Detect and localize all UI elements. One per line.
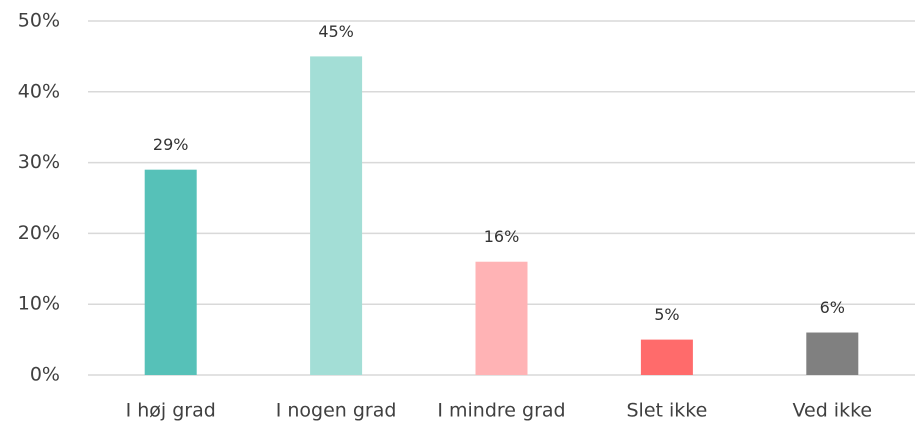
y-tick-label: 0% <box>30 364 60 386</box>
bar <box>806 332 859 375</box>
y-tick-label: 50% <box>18 10 60 32</box>
bar <box>144 169 197 375</box>
data-label: 45% <box>318 22 354 41</box>
bar <box>310 56 363 376</box>
data-label: 5% <box>654 305 679 324</box>
bar <box>475 261 528 375</box>
x-tick-label: I nogen grad <box>276 400 397 422</box>
y-tick-label: 10% <box>18 293 60 315</box>
x-tick-label: Ved ikke <box>792 400 872 422</box>
data-label: 29% <box>153 135 189 154</box>
y-tick-label: 20% <box>18 222 60 244</box>
y-tick-label: 30% <box>18 151 60 173</box>
x-tick-label: I høj grad <box>126 400 216 422</box>
data-label: 16% <box>484 227 520 246</box>
x-tick-label: Slet ikke <box>626 400 707 422</box>
data-label: 6% <box>820 298 845 317</box>
y-tick-label: 40% <box>18 80 60 102</box>
bar <box>640 339 693 375</box>
x-tick-label: I mindre grad <box>437 400 565 422</box>
